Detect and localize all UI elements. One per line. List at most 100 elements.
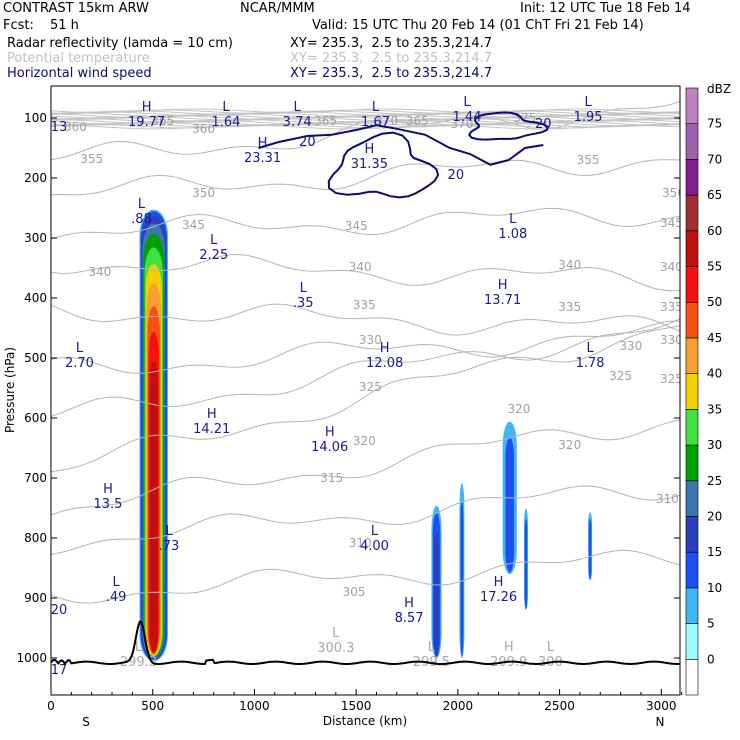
colorbar-swatch-12 xyxy=(685,230,699,267)
terrain-line xyxy=(51,620,680,666)
y-tick-label-100: 100 xyxy=(24,111,47,125)
theta-label-15: 340 xyxy=(88,265,111,279)
wind-extremum-value-25: 8.57 xyxy=(395,611,424,626)
wind-extremum-value-24: 17.26 xyxy=(480,590,517,605)
x-tick-label-2500: 2500 xyxy=(544,699,575,713)
wind-extremum-type-20: H xyxy=(103,482,113,497)
colorbar-label-40: 40 xyxy=(707,367,722,381)
x-end-label-right: N xyxy=(656,715,665,729)
theta-label-17: 340 xyxy=(558,258,581,272)
wind-extremum-value-3: 1.67 xyxy=(361,115,390,130)
org-name: NCAR/MMM xyxy=(240,1,315,16)
colorbar: 0 5 10 15 20 25 30 35 40 45 50 55 60 65 70 75 dBZ xyxy=(685,82,731,696)
plot-frame xyxy=(50,85,681,696)
theta-label-22: 330 xyxy=(359,333,382,347)
wind-layer: 202020H19.77L1.64L3.74L1.67L1.44L1.95L2.… xyxy=(51,95,605,678)
wind-extremum-type-9: H xyxy=(364,142,374,157)
wind-extremum-value-0: 19.77 xyxy=(128,115,165,130)
theta-extremum-value-0: 300.3 xyxy=(317,641,354,656)
colorbar-label-45: 45 xyxy=(707,331,722,345)
reflectivity-level-1-2 xyxy=(434,533,439,656)
colorbar-swatch-14 xyxy=(685,159,699,196)
theta-label-16: 340 xyxy=(349,260,372,274)
theta-label-31: 315 xyxy=(320,471,343,485)
theta-contour-315 xyxy=(51,419,680,516)
colorbar-swatch-3 xyxy=(685,551,699,589)
wind-extremum-value-8: 23.31 xyxy=(244,151,281,166)
theta-contour-325 xyxy=(51,318,680,417)
colorbar-label-10: 10 xyxy=(707,581,722,595)
theta-contour-strat-7 xyxy=(51,115,680,120)
y-tick-label-1000: 1000 xyxy=(16,651,47,665)
wind-extremum-type-21: L xyxy=(165,524,173,539)
wind-extremum-value-13: .35 xyxy=(293,296,314,311)
theta-extremum-type-4: L xyxy=(547,640,555,655)
valid-time: Valid: 15 UTC Thu 20 Feb 14 (01 ChT Fri … xyxy=(312,18,644,33)
colorbar-swatch-15 xyxy=(685,123,699,160)
init-time: Init: 12 UTC Tue 18 Feb 14 xyxy=(520,1,691,16)
y-tick-label-600: 600 xyxy=(24,411,47,425)
wind-extremum-value-5: 1.95 xyxy=(574,110,603,125)
theta-contour-strat-13 xyxy=(51,121,680,126)
colorbar-label-30: 30 xyxy=(707,438,722,452)
theta-extremum-type-0: L xyxy=(332,626,340,641)
wind-label-1: 20 xyxy=(448,168,465,183)
wind-extremum-value-20: 13.5 xyxy=(93,497,122,512)
wind-extremum-value-21: .73 xyxy=(159,539,180,554)
field2-xy: XY= 235.3, 2.5 to 235.3,214.7 xyxy=(290,51,493,66)
wind-extremum-type-19: H xyxy=(325,425,335,440)
wind-extremum-type-23: L xyxy=(112,575,120,590)
colorbar-label-55: 55 xyxy=(707,260,722,274)
forecast-label: Fcst: xyxy=(3,18,34,33)
y-tick-label-900: 900 xyxy=(24,591,47,605)
wind-extremum-type-0: H xyxy=(142,100,152,115)
field3-name: Horizontal wind speed xyxy=(7,66,152,81)
colorbar-swatch-0 xyxy=(685,658,699,696)
wind-extremum-type-3: L xyxy=(372,100,380,115)
colorbar-label-20: 20 xyxy=(707,509,722,523)
x-tick-label-1500: 1500 xyxy=(341,699,372,713)
wind-extremum-type-15: L xyxy=(76,341,84,356)
theta-label-28: 320 xyxy=(507,402,530,416)
x-end-label-left: S xyxy=(82,715,90,729)
theta-contour-335 xyxy=(51,303,680,336)
wind-extremum-value-11: 2.25 xyxy=(199,248,228,263)
y-tick-label-300: 300 xyxy=(24,231,47,245)
theta-label-14: 345 xyxy=(660,216,683,230)
theta-label-5: 370 xyxy=(450,117,473,131)
colorbar-swatch-1 xyxy=(685,623,699,660)
theta-label-8: 355 xyxy=(80,152,103,166)
theta-label-26: 325 xyxy=(609,369,632,383)
wind-extremum-value-12: 1.08 xyxy=(498,227,527,242)
reflectivity-level-0-10 xyxy=(149,360,158,653)
wind-contour-20-east xyxy=(467,111,550,141)
field1-name: Radar reflectivity (lamda = 10 cm) xyxy=(7,36,233,51)
colorbar-swatch-4 xyxy=(685,516,699,553)
wind-extremum-value-16: 12.08 xyxy=(366,356,403,371)
theta-label-1: 365 xyxy=(151,114,174,128)
wind-extremum-type-18: H xyxy=(207,407,217,422)
theta-label-4: 370 xyxy=(375,114,398,128)
y-tick-label-700: 700 xyxy=(24,471,47,485)
theta-contour-strat-1 xyxy=(51,109,680,115)
wind-extremum-value-19: 14.06 xyxy=(311,440,348,455)
wind-extremum-type-24: H xyxy=(494,575,504,590)
theta-label-9: 355 xyxy=(577,153,600,167)
colorbar-swatch-11 xyxy=(685,266,699,303)
theta-contour-340 xyxy=(51,253,680,292)
theta-label-33: 310 xyxy=(349,536,372,550)
colorbar-swatch-5 xyxy=(685,480,699,517)
theta-contour-strat-17 xyxy=(51,124,680,130)
y-tick-label-200: 200 xyxy=(24,171,47,185)
x-tick-label-500: 500 xyxy=(141,699,164,713)
wind-extremum-value-17: 1.78 xyxy=(576,356,605,371)
theta-label-24: 330 xyxy=(660,333,683,347)
colorbar-label-60: 60 xyxy=(707,224,722,238)
reflectivity-level-4-1 xyxy=(524,518,528,609)
theta-contour-330 xyxy=(51,320,680,374)
wind-extremum-value-15: 2.70 xyxy=(65,356,94,371)
wind-extremum-type-14: H xyxy=(498,278,508,293)
theta-contour-345 xyxy=(51,207,680,240)
